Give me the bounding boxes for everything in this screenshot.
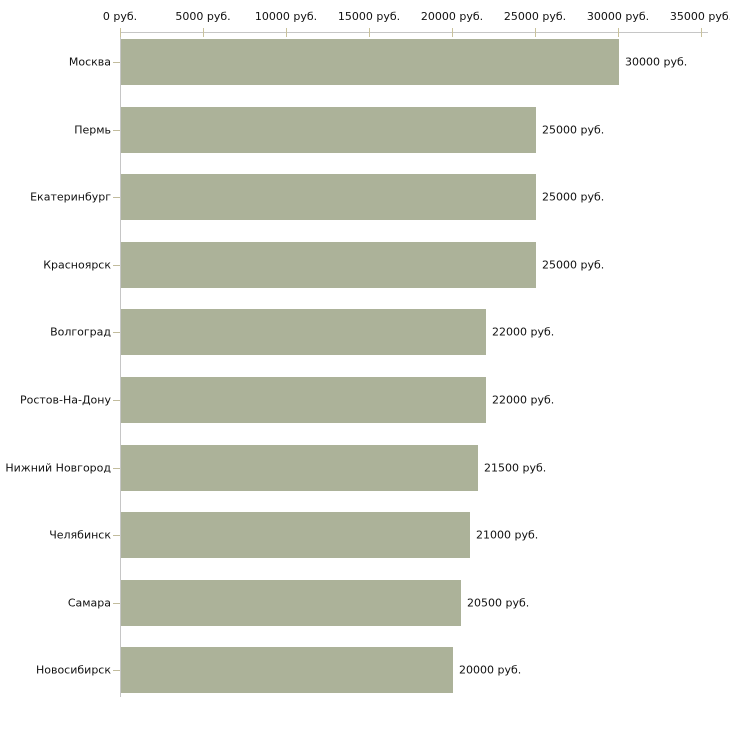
bar-4: [121, 242, 536, 288]
category-tick: [113, 468, 120, 469]
category-label: Москва: [68, 55, 111, 69]
bar-1: [121, 39, 619, 85]
x-axis-tick: [120, 28, 121, 37]
value-label: 25000 руб.: [542, 123, 605, 137]
value-label: 22000 руб.: [492, 393, 555, 407]
x-axis-tick: [452, 28, 453, 37]
bar-2: [121, 107, 536, 153]
x-axis-tick-label: 5000 руб.: [175, 10, 231, 23]
x-axis-tick-label: 10000 руб.: [254, 10, 318, 23]
category-label: Екатеринбург: [30, 190, 111, 204]
category-label: Новосибирск: [35, 663, 111, 677]
category-tick: [113, 62, 120, 63]
category-label: Ростов-На-Дону: [19, 393, 111, 407]
x-axis-tick: [701, 28, 702, 37]
category-tick: [113, 197, 120, 198]
category-tick: [113, 265, 120, 266]
category-label: Нижний Новгород: [5, 461, 111, 475]
value-label: 20500 руб.: [467, 596, 530, 610]
category-label: Красноярск: [43, 258, 111, 272]
x-axis-tick: [369, 28, 370, 37]
value-label: 21000 руб.: [476, 528, 539, 542]
bar-5: [121, 309, 486, 355]
category-tick: [113, 332, 120, 333]
x-axis-tick-label: 0 руб.: [102, 10, 138, 23]
x-axis-tick-label: 35000 руб.: [669, 10, 730, 23]
x-axis-tick-label: 15000 руб.: [337, 10, 401, 23]
category-label: Волгоград: [50, 325, 111, 339]
bar-9: [121, 580, 461, 626]
category-tick: [113, 130, 120, 131]
bar-6: [121, 377, 486, 423]
value-label: 30000 руб.: [625, 55, 688, 69]
category-tick: [113, 670, 120, 671]
category-label: Челябинск: [49, 528, 111, 542]
value-label: 25000 руб.: [542, 258, 605, 272]
category-label: Пермь: [74, 123, 111, 137]
category-tick: [113, 400, 120, 401]
bar-7: [121, 445, 478, 491]
value-label: 25000 руб.: [542, 190, 605, 204]
y-axis-line: [120, 32, 121, 697]
x-axis-tick-label: 20000 руб.: [420, 10, 484, 23]
x-axis-tick-label: 25000 руб.: [503, 10, 567, 23]
value-label: 22000 руб.: [492, 325, 555, 339]
category-tick: [113, 535, 120, 536]
x-axis-tick: [535, 28, 536, 37]
x-axis-tick-label: 30000 руб.: [586, 10, 650, 23]
x-axis-tick: [618, 28, 619, 37]
category-label: Самара: [67, 596, 111, 610]
x-axis-tick: [203, 28, 204, 37]
value-label: 21500 руб.: [484, 461, 547, 475]
x-axis-line: [120, 32, 708, 33]
x-axis-tick: [286, 28, 287, 37]
bar-8: [121, 512, 470, 558]
bar-3: [121, 174, 536, 220]
category-tick: [113, 603, 120, 604]
value-label: 20000 руб.: [459, 663, 522, 677]
bar-10: [121, 647, 453, 693]
